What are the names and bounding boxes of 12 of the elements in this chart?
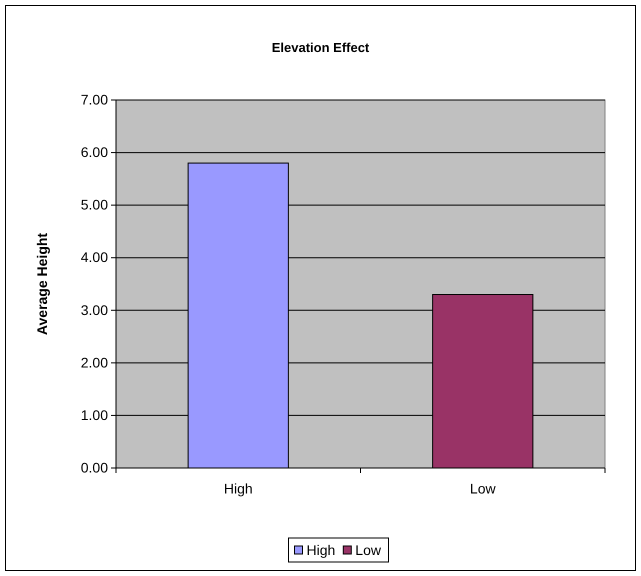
legend-label: High xyxy=(306,542,336,558)
y-tick-label: 2.00 xyxy=(80,354,108,370)
chart-title: Elevation Effect xyxy=(272,40,370,55)
y-tick-label: 0.00 xyxy=(80,459,108,476)
y-tick-label: 4.00 xyxy=(80,249,108,266)
y-tick-label: 7.00 xyxy=(80,91,108,108)
y-tick-label: 6.00 xyxy=(80,144,108,160)
y-tick-label: 3.00 xyxy=(80,302,108,318)
y-tick-label: 5.00 xyxy=(80,196,108,213)
legend-label: Low xyxy=(355,542,382,558)
y-tick-label: 1.00 xyxy=(80,406,108,423)
y-axis-title: Average Height xyxy=(34,232,50,336)
